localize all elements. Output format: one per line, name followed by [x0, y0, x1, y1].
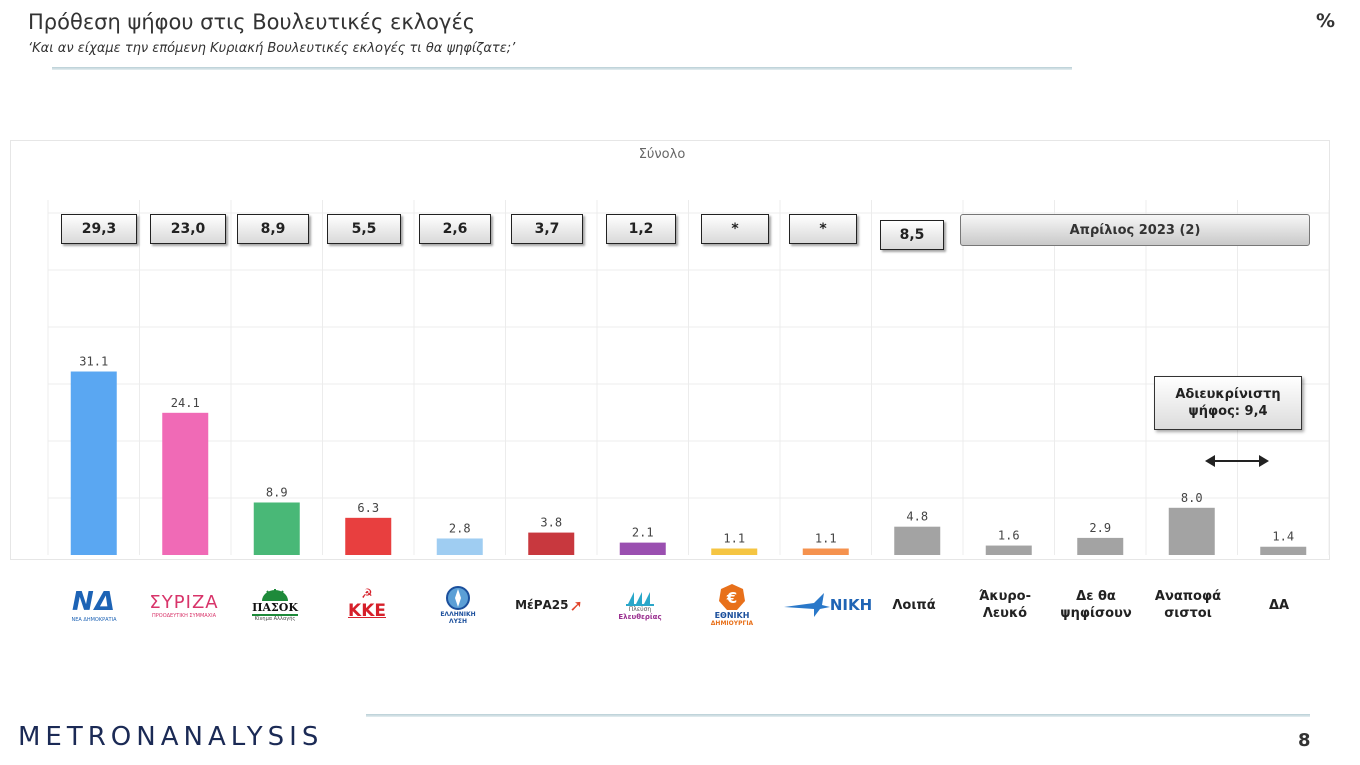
comparison-value-box: 8,9: [237, 214, 309, 244]
page-title: Πρόθεση ψήφου στις Βουλευτικές εκλογές: [28, 10, 476, 34]
bar-2: [253, 502, 300, 555]
ethniki-line1: ΕΘΝΙΚΗ: [714, 611, 750, 620]
bar-7: [711, 548, 758, 555]
label-da: ΔΑ: [1233, 570, 1325, 640]
bar-11: [1077, 537, 1124, 555]
bar-value-label: 8.9: [266, 485, 288, 499]
label-loipa: Λοιπά: [868, 570, 960, 640]
bar-value-label: 1.1: [723, 532, 745, 546]
comparison-value-box: *: [701, 214, 769, 244]
niki-logo-text: ΝΙΚΗ: [829, 596, 873, 614]
logo-nd: ΝΔ ΝΕΑ ΔΗΜΟΚΡΑΤΙΑ: [48, 570, 140, 640]
bar-1: [162, 412, 209, 555]
de-line2: ψηφίσουν: [1060, 606, 1132, 621]
bar-value-label: 31.1: [79, 355, 108, 369]
bar-3: [345, 517, 392, 555]
bar-value-label: 6.3: [357, 501, 379, 515]
logo-mera25: ΜέΡΑ25 ➚: [503, 570, 595, 640]
comparison-value-box: 23,0: [150, 214, 226, 244]
akyro-line2: Λευκό: [982, 606, 1028, 621]
syriza-logo-sub: ΠΡΟΟΔΕΥΤΙΚΗ ΣΥΜΜΑΧΙΑ: [151, 612, 217, 619]
de-line1: Δε θα: [1076, 589, 1116, 604]
plefsi-line2: Ελευθερίας: [618, 612, 662, 621]
bar-value-label: 8.0: [1181, 491, 1203, 505]
anapof-line1: Αναποφά: [1154, 589, 1222, 604]
comparison-value-box: 8,5: [880, 220, 944, 250]
bar-value-label: 24.1: [171, 396, 200, 410]
mera25-logo-text: ΜέΡΑ25: [515, 598, 569, 612]
bar-9: [894, 526, 941, 555]
kke-logo-text: ΚΚΕ: [348, 601, 386, 621]
label-akyro: Άκυρο- Λευκό: [959, 570, 1051, 640]
ethniki-e-icon: €: [719, 584, 745, 610]
double-arrow-icon: [1205, 455, 1269, 467]
logo-elliniki-lysi: ΕΛΛΗΝΙΚΗ ΛΥΣΗ: [412, 570, 504, 640]
comparison-value-box: 29,3: [61, 214, 137, 244]
bar-value-label: 2.9: [1089, 521, 1111, 535]
bar-13: [1260, 546, 1307, 555]
page-subtitle: ‘Και αν είχαμε την επόμενη Κυριακή Βουλε…: [28, 41, 516, 56]
hammer-sickle-icon: ☭: [361, 587, 373, 602]
undecided-line1: Αδιευκρίνιστη: [1175, 387, 1281, 402]
anapof-line2: σιστοι: [1164, 606, 1212, 621]
sailboats-icon: [626, 591, 654, 606]
ethniki-line2: ΔΗΜΙΟΥΡΓΙΑ: [710, 620, 754, 627]
bar-value-label: 1.4: [1272, 530, 1294, 544]
mera25-wing-icon: ➚: [569, 595, 583, 615]
label-anapofasistoi: Αναποφά σιστοι: [1142, 570, 1234, 640]
bar-value-label: 1.1: [815, 532, 837, 546]
chart-title: Σύνολο: [639, 147, 686, 162]
plefsi-line1: Πλεύση: [628, 605, 652, 613]
nd-logo-icon: ΝΔ: [72, 587, 116, 617]
elliniki-lysi-line1: ΕΛΛΗΝΙΚΗ: [440, 611, 476, 618]
bar-12: [1168, 507, 1215, 555]
comparison-value-box: 5,5: [327, 214, 401, 244]
compass-icon: [446, 586, 470, 610]
bar-5: [528, 532, 575, 555]
logo-syriza: ΣΥΡΙΖΑ ΠΡΟΟΔΕΥΤΙΚΗ ΣΥΜΜΑΧΙΑ: [138, 570, 230, 640]
svg-text:€: €: [726, 589, 737, 607]
logo-ethniki: € ΕΘΝΙΚΗ ΔΗΜΙΟΥΡΓΙΑ: [686, 570, 778, 640]
comparison-value-box: 2,6: [419, 214, 491, 244]
logo-kke: ☭ ΚΚΕ: [321, 570, 413, 640]
bar-value-label: 4.8: [906, 510, 928, 524]
bar-6: [619, 542, 666, 555]
pasok-logo-text: ΠΑΣΟΚ: [252, 600, 298, 616]
logo-niki: ΝΙΚΗ: [777, 570, 879, 640]
elliniki-lysi-line2: ΛΥΣΗ: [448, 618, 468, 625]
nd-logo-sub: ΝΕΑ ΔΗΜΟΚΡΑΤΙΑ: [71, 617, 117, 623]
comparison-period-label: Απρίλιος 2023 (2): [960, 214, 1310, 246]
comparison-value-box: 1,2: [606, 214, 676, 244]
pasok-logo-sub: Κίνημα Αλλαγής: [254, 615, 296, 622]
pasok-sun-icon: [262, 588, 288, 601]
comparison-value-box: 3,7: [511, 214, 583, 244]
comparison-value-box: *: [789, 214, 857, 244]
top-divider: [52, 67, 1072, 70]
bar-value-label: 1.6: [998, 529, 1020, 543]
niki-star-icon: [783, 593, 830, 617]
unit-label: %: [1316, 10, 1336, 32]
brand-logo: METRONANALYSIS: [18, 722, 324, 752]
loipa-text: Λοιπά: [892, 597, 936, 613]
bar-8: [802, 548, 849, 555]
bottom-divider: [366, 714, 1310, 717]
bar-0: [70, 371, 117, 555]
bar-4: [436, 538, 483, 555]
undecided-line2: ψήφος: 9,4: [1188, 404, 1268, 419]
bar-10: [985, 545, 1032, 555]
bar-value-label: 3.8: [540, 516, 562, 530]
bar-value-label: 2.1: [632, 526, 654, 540]
undecided-annotation: Αδιευκρίνιστη ψήφος: 9,4: [1154, 376, 1302, 430]
page-number: 8: [1298, 730, 1311, 751]
syriza-logo-icon: ΣΥΡΙΖΑ: [149, 591, 219, 613]
akyro-line1: Άκυρο-: [978, 589, 1031, 604]
label-de-tha: Δε θα ψηφίσουν: [1050, 570, 1142, 640]
da-text: ΔΑ: [1268, 597, 1290, 613]
bar-value-label: 2.8: [449, 521, 471, 535]
logo-pasok: ΠΑΣΟΚ Κίνημα Αλλαγής: [229, 570, 321, 640]
logo-plefsi: Πλεύση Ελευθερίας: [594, 570, 686, 640]
